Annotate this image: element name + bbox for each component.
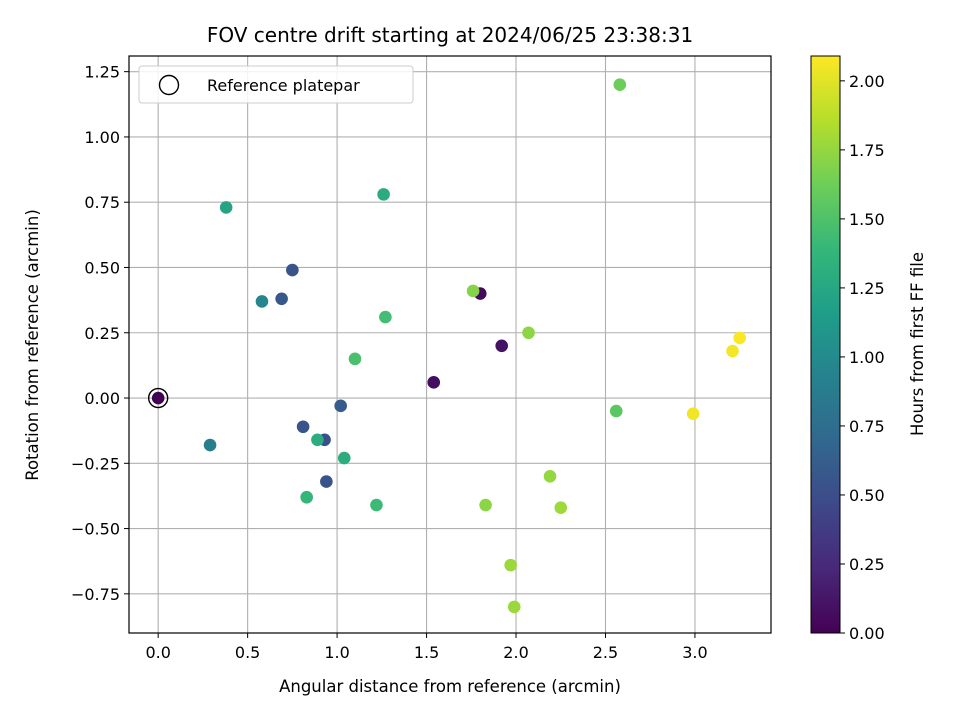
- colorbar-ticks: 0.00 0.25 0.50 0.75 1.00 1.25 1.50 1.75 2.00: [840, 72, 885, 643]
- colorbar-tick-label: 1.50: [849, 210, 885, 229]
- colorbar: 0.00 0.25 0.50 0.75 1.00 1.25 1.50 1.75 2.00 Hou…: [810, 55, 927, 643]
- grid: [129, 56, 771, 633]
- scatter-point: [495, 339, 509, 353]
- scatter-point: [554, 501, 568, 514]
- legend-marker-hollow-circle: [158, 74, 180, 96]
- colorbar-tick-label: 1.00: [849, 348, 885, 367]
- y-axis-label: Rotation from reference (arcmin): [23, 209, 42, 481]
- x-tick-label: 1.5: [414, 643, 439, 662]
- scatter-point: [686, 407, 700, 420]
- scatter-point: [255, 295, 269, 308]
- x-tick-label: 0.0: [145, 643, 170, 662]
- scatter-point: [543, 470, 557, 483]
- scatter-point: [219, 201, 233, 214]
- colorbar-tick-label: 0.00: [849, 624, 885, 643]
- y-tick-label: −0.25: [71, 454, 120, 473]
- y-tick-label: 1.25: [84, 63, 120, 82]
- scatter-point: [296, 420, 310, 434]
- legend: Reference platepar: [138, 65, 414, 104]
- reference-platepar-marker: [147, 387, 169, 409]
- scatter-point: [348, 352, 362, 366]
- scatter-point: [275, 292, 288, 306]
- scatter-point: [320, 475, 333, 488]
- scatter-point: [479, 498, 492, 512]
- x-tick-label: 3.0: [682, 643, 707, 662]
- legend-label: Reference platepar: [207, 76, 360, 95]
- scatter-point: [286, 263, 299, 277]
- x-tick-label: 2.0: [503, 643, 528, 662]
- y-tick-label: 0.50: [84, 258, 120, 277]
- colorbar-tick-label: 0.50: [849, 486, 885, 505]
- y-tick-label: −0.75: [71, 585, 120, 604]
- y-tick-label: 0.00: [84, 389, 120, 408]
- scatter-point: [370, 498, 383, 512]
- colorbar-tick-label: 2.00: [849, 72, 885, 91]
- scatter-point: [507, 600, 521, 614]
- y-tick-label: 1.00: [84, 128, 120, 147]
- chart-title: FOV centre drift starting at 2024/06/25 …: [207, 23, 693, 47]
- y-tick-label: 0.75: [84, 193, 120, 212]
- scatter-point: [609, 404, 623, 418]
- scatter-point: [377, 188, 390, 201]
- scatter-point: [522, 326, 535, 340]
- data-points: [147, 78, 746, 614]
- scatter-point: [504, 558, 517, 572]
- y-tick-label: −0.50: [71, 520, 120, 539]
- x-tick-label: 0.5: [235, 643, 260, 662]
- scatter-point: [334, 399, 347, 413]
- y-ticks: −0.75 −0.50 −0.25 0.00 0.25 0.50 0.75 1.00 1.25: [71, 63, 129, 604]
- scatter-point: [379, 310, 392, 324]
- colorbar-tick-label: 1.25: [849, 279, 885, 298]
- colorbar-gradient: [810, 55, 841, 634]
- scatter-point: [733, 331, 746, 345]
- scatter-point: [427, 376, 441, 389]
- colorbar-tick-label: 0.25: [849, 555, 885, 574]
- y-tick-label: 0.25: [84, 324, 120, 343]
- x-tick-label: 1.0: [324, 643, 349, 662]
- scatter-point: [726, 344, 739, 358]
- scatter-point: [151, 391, 165, 405]
- scatter-point: [466, 284, 480, 298]
- plot-frame: [128, 55, 772, 634]
- legend-box: [138, 65, 414, 104]
- colorbar-tick-label: 1.75: [849, 141, 885, 160]
- scatter-point: [613, 78, 627, 92]
- x-tick-label: 2.5: [593, 643, 618, 662]
- scatter-point: [311, 433, 324, 447]
- colorbar-label: Hours from first FF file: [908, 252, 927, 436]
- colorbar-tick-label: 0.75: [849, 417, 885, 436]
- scatter-point: [203, 438, 217, 452]
- scatter-point: [337, 451, 351, 465]
- scatter-point: [300, 490, 313, 504]
- x-ticks: 0.0 0.5 1.0 1.5 2.0 2.5 3.0: [145, 633, 708, 662]
- x-axis-label: Angular distance from reference (arcmin): [279, 677, 621, 696]
